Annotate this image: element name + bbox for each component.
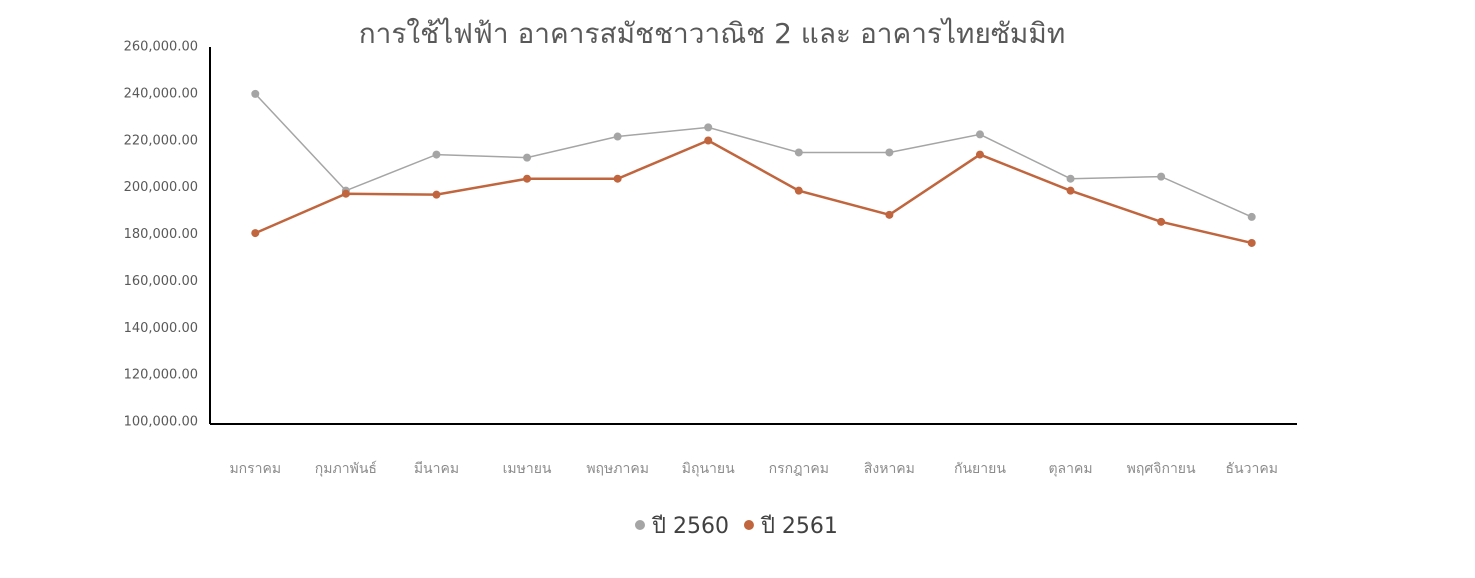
- data-point: [1066, 174, 1075, 183]
- data-point: [704, 123, 713, 132]
- y-tick-label: 240,000.00: [124, 86, 198, 101]
- data-point: [794, 148, 803, 157]
- y-tick-label: 200,000.00: [124, 180, 198, 195]
- data-point: [613, 174, 622, 183]
- data-point: [975, 130, 984, 139]
- y-tick-label: 160,000.00: [124, 274, 198, 289]
- data-point: [1247, 238, 1256, 247]
- x-tick-label: กรกฎาคม: [769, 461, 829, 477]
- data-point: [251, 89, 260, 98]
- legend-marker: [635, 520, 645, 530]
- data-point: [885, 210, 894, 219]
- legend-marker: [743, 520, 754, 530]
- data-point: [1247, 212, 1256, 221]
- series-line: [254, 93, 1253, 218]
- y-tick-label: 140,000.00: [124, 321, 198, 336]
- x-tick-label: ตุลาคม: [1048, 461, 1092, 477]
- x-tick-label: สิงหาคม: [864, 461, 915, 477]
- data-point: [975, 150, 984, 159]
- data-point: [523, 174, 532, 183]
- y-tick-label: 220,000.00: [124, 133, 198, 148]
- x-tick-label: มิถุนายน: [682, 461, 735, 477]
- y-tick-label: 260,000.00: [124, 40, 198, 55]
- data-point: [251, 229, 260, 238]
- x-tick-label: พฤษภาคม: [586, 461, 649, 477]
- y-tick-label: 120,000.00: [124, 368, 198, 383]
- data-point: [523, 153, 532, 162]
- data-point: [794, 186, 803, 195]
- data-point: [1066, 186, 1075, 195]
- y-tick-label: 180,000.00: [124, 227, 198, 242]
- y-tick-label: 100,000.00: [124, 415, 198, 430]
- x-tick-label: มกราคม: [229, 461, 281, 477]
- legend-label: ปี 2560: [651, 514, 729, 539]
- x-tick-label: มีนาคม: [414, 461, 459, 477]
- x-tick-label: กันยายน: [954, 461, 1006, 477]
- data-point: [1157, 217, 1166, 226]
- x-tick-label: กุมภาพันธ์: [315, 460, 377, 477]
- x-tick-label: เมษายน: [503, 461, 552, 477]
- data-point: [704, 136, 713, 145]
- data-point: [1157, 172, 1166, 181]
- data-point: [885, 148, 894, 157]
- data-point: [432, 190, 441, 199]
- data-point: [613, 132, 622, 141]
- x-tick-label: พฤศจิกายน: [1127, 461, 1196, 477]
- x-tick-label: ธันวาคม: [1225, 461, 1277, 477]
- series-line: [254, 139, 1252, 245]
- chart-title: การใช้ไฟฟ้า อาคารสมัชชาวาณิช 2 และ อาคาร…: [359, 17, 1066, 50]
- data-point: [341, 189, 350, 198]
- legend-label: ปี 2561: [760, 514, 838, 539]
- data-point: [432, 150, 441, 159]
